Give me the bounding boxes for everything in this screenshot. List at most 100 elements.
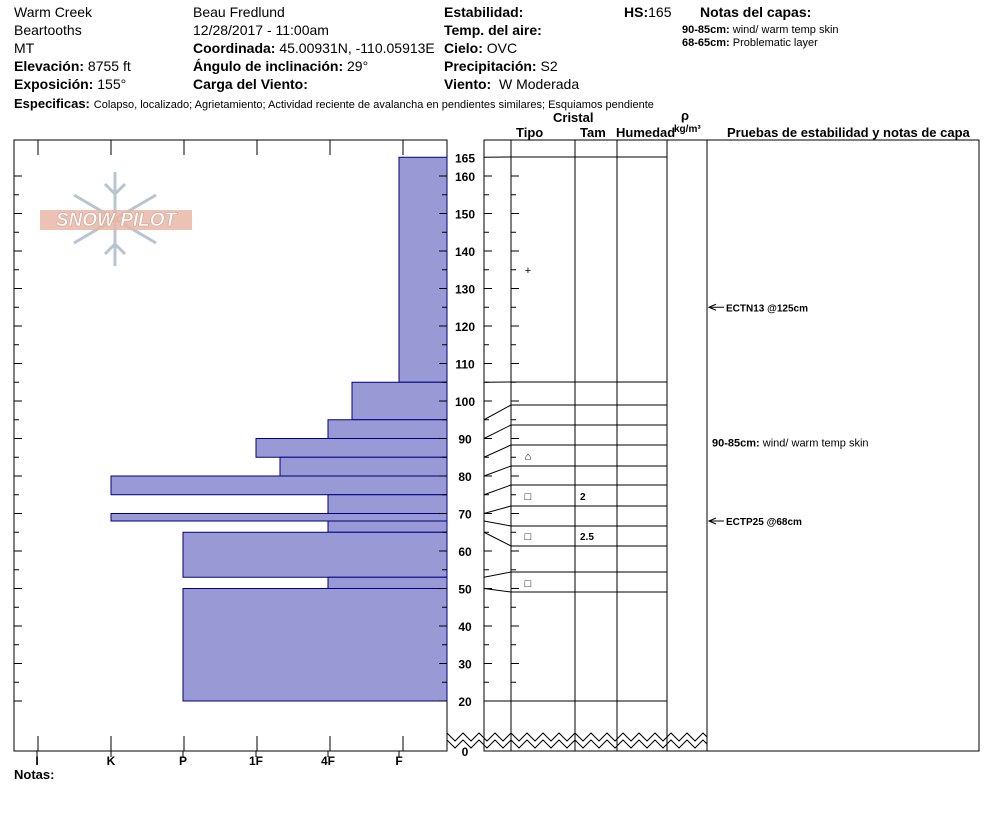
- hs-label: HS:: [624, 4, 649, 20]
- depth-axis: 0 20 30 40 50 60 70 80 90 100 110 120 130 140 150 160 16…: [14, 140, 519, 759]
- depth-tick-label: 130: [455, 283, 475, 297]
- depth-tick-label: 80: [458, 470, 472, 484]
- wind-value: W Moderada: [498, 76, 580, 92]
- moisture-header: Humedad: [616, 125, 676, 140]
- depth-tick-label: 20: [458, 695, 472, 709]
- layer-note-text: Problematic layer: [732, 37, 818, 49]
- hardness-bar: [351, 381, 448, 421]
- hardness-tick-label: F: [395, 754, 402, 768]
- depth-tick-label: 160: [455, 170, 475, 184]
- hardness-tick-label: K: [107, 754, 116, 768]
- layer-connector: [483, 520, 512, 527]
- axis-break: [446, 732, 708, 749]
- layer-note: 90-85cm: wind/ warm temp skin: [682, 24, 839, 37]
- crystal-type-symbol: ⌂: [525, 451, 532, 463]
- layer-note: 68-65cm: Problematic layer: [682, 37, 818, 50]
- slope-angle: Ángulo de inclinación: 29°: [193, 58, 368, 74]
- hardness-bar: [279, 456, 448, 477]
- wind-label: Viento:: [444, 76, 492, 92]
- depth-tick-label: 30: [458, 658, 472, 672]
- specifics: Especificas: Colapso, localizado; Agriet…: [14, 95, 654, 113]
- state: MT: [14, 40, 35, 56]
- angle-label: Ángulo de inclinación:: [193, 58, 344, 74]
- layer-note-mark: 90-85cm: wind/ warm temp skin: [712, 437, 869, 449]
- hardness-bar: [327, 419, 448, 439]
- air-temp-label: Temp. del aire:: [444, 22, 542, 38]
- hardness-axis: I K P 1F 4F F: [35, 751, 403, 768]
- layer-connector: [483, 424, 512, 439]
- range: Beartooths: [14, 22, 82, 38]
- stability-label: Estabilidad:: [444, 4, 524, 20]
- tests-header: Pruebas de estabilidad y notas de capa: [727, 125, 970, 140]
- elevation-label: Elevación:: [14, 58, 85, 74]
- coordinates: Coordinada: 45.00931N, -110.05913E: [193, 40, 435, 56]
- elevation: Elevación: 8755 ft: [14, 58, 131, 74]
- rho-header: ρ: [681, 108, 690, 123]
- wind-load: Carga del Viento:: [193, 76, 308, 92]
- hardness-bar: [255, 438, 448, 458]
- exposure: Exposición: 155°: [14, 76, 126, 92]
- wind-load-label: Carga del Viento:: [193, 76, 308, 92]
- hardness-tick-label: 1F: [249, 754, 263, 768]
- hardness-bar: [327, 494, 448, 514]
- angle-value: 29°: [347, 58, 369, 74]
- specifics-label: Especificas:: [14, 96, 90, 111]
- hardness-bar: [182, 588, 448, 702]
- hardness-bar: [110, 475, 448, 496]
- layer-connector: [483, 588, 512, 593]
- hardness-bars: [110, 156, 448, 702]
- layer-connector: [483, 505, 512, 514]
- sky-label: Cielo:: [444, 40, 483, 56]
- crystal-type-symbol: +: [525, 265, 531, 277]
- precip-value: S2: [540, 58, 558, 74]
- hardness-tick-label: P: [179, 754, 187, 768]
- layer-connector: [483, 444, 512, 458]
- exposure-label: Exposición:: [14, 76, 94, 92]
- layer-connector: [483, 531, 512, 547]
- table-frame: [483, 139, 980, 752]
- coord-value: 45.00931N, -110.05913E: [279, 40, 435, 56]
- layer-notes-title: Notas del capas:: [700, 4, 812, 20]
- layer-boundaries: [483, 156, 667, 702]
- size-header: Tam: [580, 125, 606, 140]
- hardness-tick-label: 4F: [321, 754, 335, 768]
- hs: HS:165: [624, 4, 671, 20]
- crystal-type-symbol: □: [525, 491, 532, 503]
- layer-connector: [483, 484, 512, 496]
- air-temp: Temp. del aire:: [444, 22, 542, 38]
- exposure-value: 155°: [97, 76, 127, 92]
- depth-tick-label: 100: [455, 395, 475, 409]
- layer-note-mark-range: 90-85cm:: [712, 437, 760, 449]
- density-unit-header: kg/m³: [674, 124, 701, 135]
- depth-tick-label: 110: [455, 358, 475, 372]
- specifics-value: Colapso, localizado; Agrietamiento; Acti…: [93, 99, 654, 111]
- depth-tick-label: 0: [462, 745, 469, 759]
- test-arrow-head: [707, 303, 717, 311]
- crystal-type-symbol: □: [525, 531, 532, 543]
- sky: Cielo: OVC: [444, 40, 518, 56]
- hardness-bar: [110, 513, 448, 522]
- datetime: 12/28/2017 - 11:00am: [193, 22, 329, 38]
- test-arrow-head: [707, 517, 717, 525]
- wind: Viento: W Moderada: [444, 76, 579, 92]
- hardness-bar: [327, 576, 448, 589]
- layer-note-range: 90-85cm:: [682, 24, 730, 36]
- crystal-type-symbol: □: [525, 578, 532, 590]
- layer-connector: [483, 404, 512, 421]
- precip-label: Precipitación:: [444, 58, 537, 74]
- test-label: ECTN13 @125cm: [726, 303, 808, 314]
- depth-tick-label: 120: [455, 320, 475, 334]
- depth-tick-label: 150: [455, 208, 475, 222]
- crystal-size: 2.5: [580, 532, 594, 543]
- layer-note-text: wind/ warm temp skin: [732, 24, 839, 36]
- layer-connector: [483, 571, 512, 578]
- type-header: Tipo: [516, 125, 544, 140]
- notes-label: Notas:: [14, 767, 55, 782]
- location: Warm Creek: [14, 4, 93, 20]
- layer-note-mark-text: wind/ warm temp skin: [760, 437, 869, 449]
- layer-connector: [483, 465, 512, 477]
- logo-text: SNOW PILOT: [56, 210, 178, 231]
- precipitation: Precipitación: S2: [444, 58, 558, 74]
- sky-value: OVC: [486, 40, 518, 56]
